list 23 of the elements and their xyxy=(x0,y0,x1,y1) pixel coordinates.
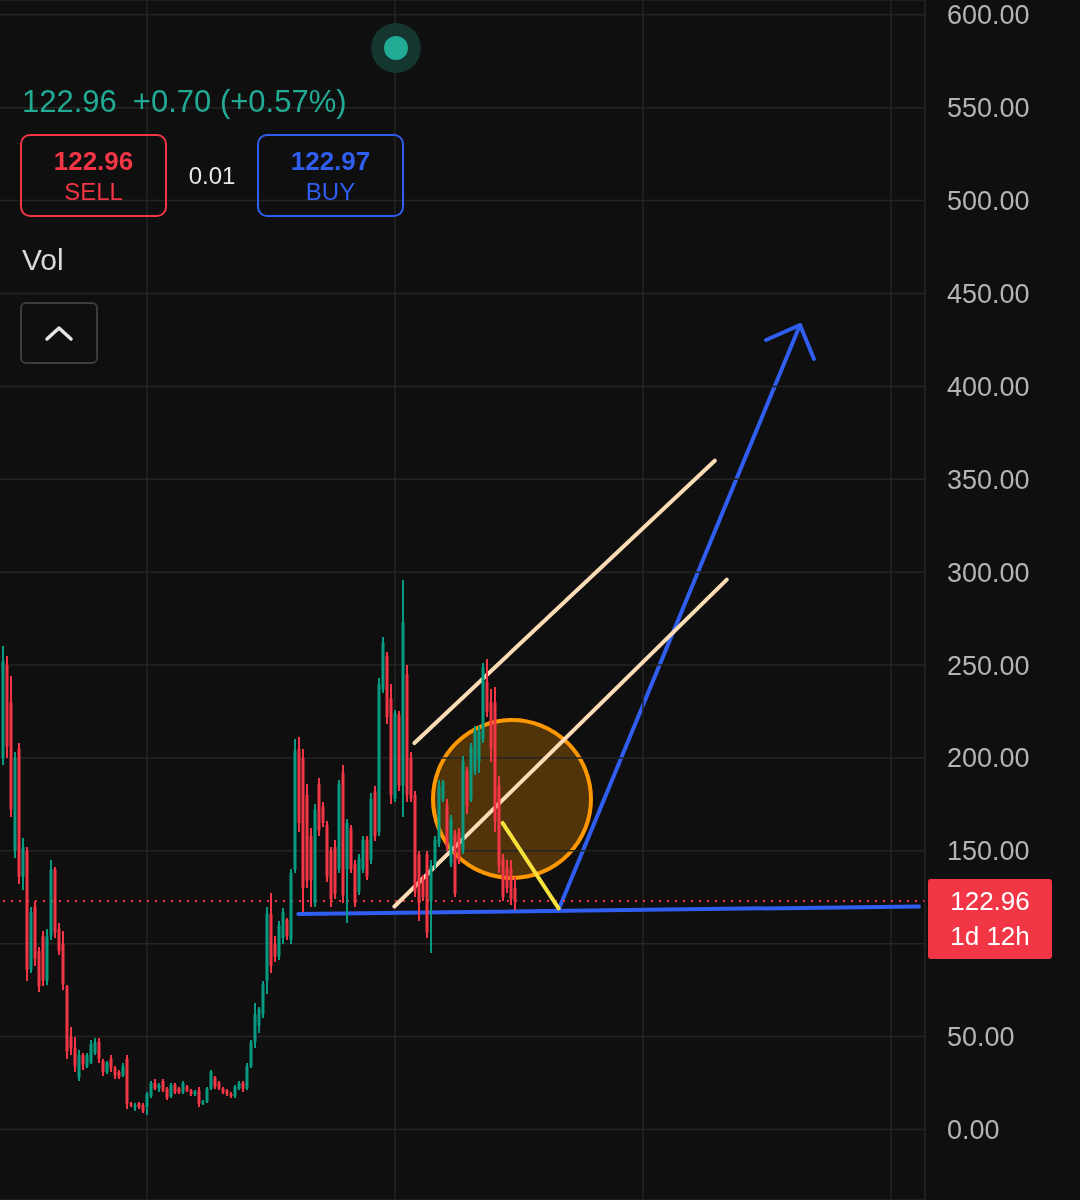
y-tick-label: 450.00 xyxy=(947,279,1030,310)
sell-button: 122.96 SELL xyxy=(20,134,167,217)
y-tick-label: 150.00 xyxy=(947,836,1030,867)
y-tick-label: 500.00 xyxy=(947,186,1030,217)
annotation: 122.97 xyxy=(290,144,371,177)
y-tick-label: 200.00 xyxy=(947,743,1030,774)
y-tick-label: 250.00 xyxy=(947,650,1030,681)
annotation: SELL xyxy=(64,176,123,207)
y-tick-label: 350.00 xyxy=(947,464,1030,495)
y-tick-label: 0.00 xyxy=(947,1115,1000,1145)
annotation: 122.96 xyxy=(53,144,134,177)
annotation: +0.70 (+0.57%) xyxy=(132,84,347,120)
annotation: 0.01 xyxy=(187,161,237,190)
y-tick-label: 400.00 xyxy=(947,371,1030,402)
y-tick-label: 50.00 xyxy=(947,1022,1015,1053)
annotation: Vol xyxy=(22,242,64,278)
y-tick-label: 550.00 xyxy=(947,93,1030,124)
annotation: 122.96 xyxy=(22,84,117,120)
annotation: BUY xyxy=(305,176,356,207)
y-tick-label: 600.00 xyxy=(947,0,1030,31)
buy-button: 122.97 BUY xyxy=(257,134,404,217)
y-tick-label: 300.00 xyxy=(947,557,1030,588)
ref-line-label: 122.96 1d 12h xyxy=(950,886,1030,952)
